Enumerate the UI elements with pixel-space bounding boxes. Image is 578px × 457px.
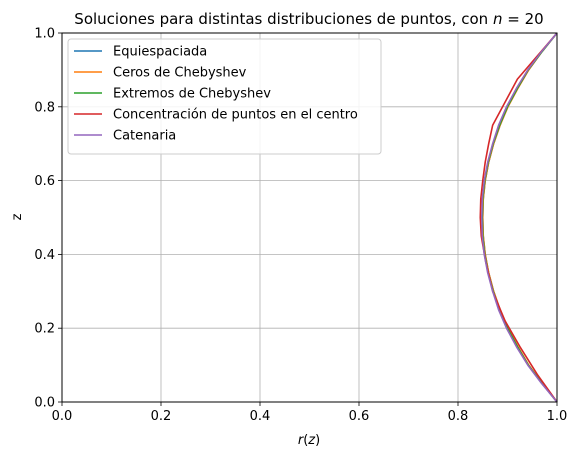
y-axis-label: z bbox=[10, 213, 25, 220]
y-tick-label: 0.6 bbox=[34, 174, 55, 189]
legend-label: Equiespaciada bbox=[113, 45, 207, 60]
y-tick-label: 0.2 bbox=[34, 322, 55, 337]
legend: Equiespaciada Ceros de Chebyshev Extremos … bbox=[68, 39, 381, 154]
y-tick-label: 0.0 bbox=[34, 396, 55, 411]
x-tick-label: 0.6 bbox=[349, 409, 370, 424]
legend-label: Concentración de puntos en el centro bbox=[113, 108, 358, 123]
x-tick-label: 0.0 bbox=[52, 409, 73, 424]
x-axis-label: r(z) bbox=[298, 433, 320, 448]
legend-label: Catenaria bbox=[113, 129, 176, 144]
y-tick-label: 1.0 bbox=[34, 27, 55, 42]
x-tick-label: 0.2 bbox=[151, 409, 172, 424]
y-tick-label: 0.4 bbox=[34, 248, 55, 263]
x-tick-label: 0.8 bbox=[448, 409, 469, 424]
x-tick-label: 0.4 bbox=[250, 409, 271, 424]
y-tick-label: 0.8 bbox=[34, 100, 55, 115]
legend-label: Ceros de Chebyshev bbox=[113, 66, 247, 81]
series-lines bbox=[480, 33, 557, 402]
y-axis: 0.0 0.2 0.4 0.6 0.8 1.0 bbox=[34, 27, 62, 411]
x-tick-label: 1.0 bbox=[547, 409, 568, 424]
legend-label: Extremos de Chebyshev bbox=[113, 87, 271, 102]
x-axis: 0.0 0.2 0.4 0.6 0.8 1.0 bbox=[52, 402, 568, 424]
chart-title: Soluciones para distintas distribuciones… bbox=[74, 10, 543, 28]
